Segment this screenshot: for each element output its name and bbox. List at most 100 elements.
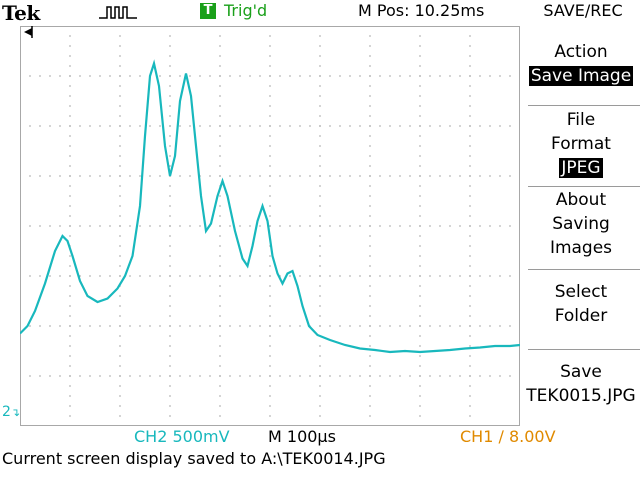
graticule-dot: [99, 175, 101, 177]
graticule-dot: [149, 275, 151, 277]
graticule-dot: [369, 135, 371, 137]
graticule-dot: [169, 65, 171, 67]
graticule-dot: [509, 125, 511, 127]
graticule-dot: [469, 325, 471, 327]
graticule-dot: [369, 245, 371, 247]
menu-select-folder-button[interactable]: Select Folder: [522, 280, 640, 328]
graticule-dot: [319, 235, 321, 237]
graticule-dot: [89, 75, 91, 77]
graticule-dot: [169, 265, 171, 267]
graticule-dot: [499, 375, 501, 377]
graticule-dot: [329, 325, 331, 327]
graticule-dot: [199, 75, 201, 77]
graticule-dot: [219, 165, 221, 167]
graticule-dot: [509, 75, 511, 77]
menu-file-format-button[interactable]: File Format JPEG: [522, 108, 640, 180]
graticule-dot: [39, 375, 41, 377]
graticule-dot: [169, 245, 171, 247]
graticule-dot: [359, 375, 361, 377]
graticule-dot: [169, 285, 171, 287]
graticule-dot: [159, 225, 161, 227]
graticule-dot: [99, 225, 101, 227]
waveform-display[interactable]: [20, 26, 520, 426]
graticule-dot: [79, 75, 81, 77]
graticule-dot: [229, 375, 231, 377]
graticule-dot: [399, 375, 401, 377]
graticule-dot: [219, 355, 221, 357]
graticule-dot: [319, 325, 321, 327]
graticule-dot: [359, 175, 361, 177]
graticule-dot: [389, 175, 391, 177]
graticule-dot: [479, 225, 481, 227]
graticule-dot: [269, 105, 271, 107]
graticule-dot: [89, 275, 91, 277]
graticule-dot: [169, 85, 171, 87]
graticule-dot: [449, 275, 451, 277]
graticule-dot: [419, 55, 421, 57]
graticule-dot: [509, 375, 511, 377]
save-filename: TEK0015.JPG: [526, 386, 636, 406]
graticule-dot: [489, 225, 491, 227]
graticule-dot: [299, 75, 301, 77]
graticule-dot: [69, 85, 71, 87]
menu-about-saving-images-button[interactable]: About Saving Images: [522, 188, 640, 260]
file-format-label-1: File: [566, 110, 596, 130]
graticule-dot: [319, 215, 321, 217]
graticule-dot: [319, 395, 321, 397]
graticule-dot: [329, 175, 331, 177]
graticule-dot: [119, 235, 121, 237]
graticule-dot: [329, 375, 331, 377]
graticule-dot: [59, 275, 61, 277]
menu-save-button[interactable]: Save TEK0015.JPG: [522, 360, 640, 408]
graticule-dot: [419, 235, 421, 237]
graticule-dot: [289, 125, 291, 127]
graticule-dot: [59, 225, 61, 227]
graticule-dot: [269, 335, 271, 337]
graticule-dot: [189, 325, 191, 327]
ch2-scale-readout: CH2 500mV: [134, 427, 230, 446]
graticule-dot: [119, 95, 121, 97]
graticule-dot: [69, 35, 71, 37]
graticule-dot: [419, 255, 421, 257]
graticule-dot: [109, 75, 111, 77]
graticule-dot: [399, 325, 401, 327]
graticule-dot: [79, 175, 81, 177]
graticule-dot: [69, 165, 71, 167]
graticule-dot: [109, 375, 111, 377]
graticule-dot: [339, 225, 341, 227]
graticule-dot: [319, 145, 321, 147]
graticule-dot: [119, 145, 121, 147]
graticule-dot: [49, 325, 51, 327]
menu-action-button[interactable]: Action Save Image: [522, 40, 640, 88]
horizontal-position-readout: M Pos: 10.25ms: [358, 1, 485, 20]
graticule-dot: [219, 115, 221, 117]
status-header: Tek T Trig'd M Pos: 10.25ms SAVE/REC: [0, 0, 640, 25]
graticule-dot: [419, 325, 421, 327]
graticule-dot: [369, 155, 371, 157]
graticule-dot: [99, 325, 101, 327]
graticule-dot: [369, 275, 371, 277]
graticule-dot: [449, 75, 451, 77]
graticule-dot: [379, 75, 381, 77]
graticule-dot: [339, 125, 341, 127]
graticule-dot: [479, 275, 481, 277]
graticule-dot: [319, 355, 321, 357]
graticule-dot: [419, 395, 421, 397]
graticule-dot: [239, 125, 241, 127]
graticule-dot: [129, 375, 131, 377]
graticule-dot: [199, 125, 201, 127]
graticule-dot: [189, 275, 191, 277]
graticule-dot: [219, 175, 221, 177]
graticule-dot: [249, 225, 251, 227]
graticule-dot: [139, 375, 141, 377]
graticule-dot: [259, 225, 261, 227]
graticule-dot: [49, 375, 51, 377]
graticule-dot: [69, 265, 71, 267]
graticule-dot: [69, 235, 71, 237]
graticule-dot: [139, 275, 141, 277]
ch2-marker-label: 2: [2, 404, 11, 420]
graticule-dot: [239, 75, 241, 77]
graticule-dot: [369, 225, 371, 227]
graticule-dot: [399, 125, 401, 127]
graticule-dot: [269, 75, 271, 77]
